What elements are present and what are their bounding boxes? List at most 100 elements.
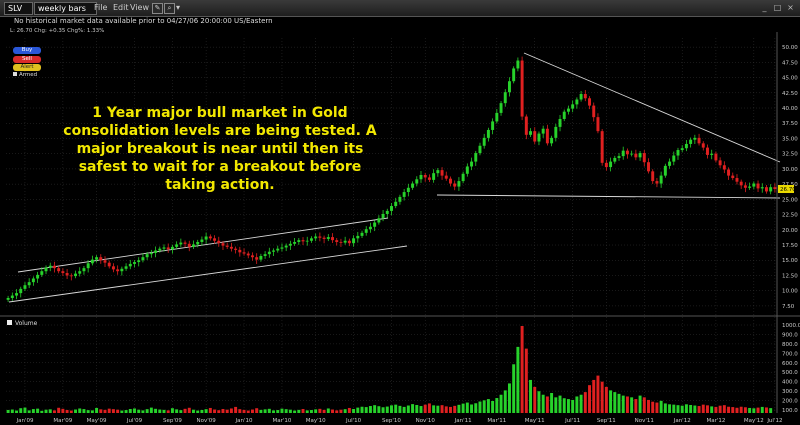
candle — [364, 229, 368, 233]
volume-bar — [486, 399, 490, 413]
candle — [86, 263, 90, 269]
candle — [90, 259, 94, 264]
candle — [208, 236, 212, 239]
volume-bar — [128, 408, 132, 413]
candle — [103, 260, 107, 263]
zoom-icon[interactable]: ⌕ — [164, 3, 175, 14]
volume-bar — [621, 395, 625, 413]
candle — [179, 242, 183, 245]
candle — [95, 257, 99, 260]
candle — [6, 297, 10, 300]
volume-bar — [242, 409, 246, 413]
buy-button[interactable]: Buy — [13, 47, 41, 54]
volume-bar — [731, 407, 735, 413]
candle — [461, 173, 465, 182]
candle — [516, 60, 520, 69]
volume-bar — [297, 409, 301, 413]
volume-bar — [200, 409, 204, 413]
candle — [566, 108, 570, 112]
candle — [347, 240, 351, 244]
volume-bar — [419, 406, 423, 413]
y-tick-label: 35.00 — [782, 136, 798, 142]
volume-bar — [183, 408, 187, 413]
minimize-button[interactable]: _ — [762, 3, 767, 12]
x-tick-label: Mar'10 — [273, 418, 292, 424]
candle — [402, 192, 406, 197]
x-tick-label: Mar'09 — [53, 418, 72, 424]
volume-bar — [162, 409, 166, 413]
candle — [735, 178, 739, 182]
candle — [752, 183, 756, 187]
candle — [659, 175, 663, 184]
y-tick-label: 37.50 — [782, 121, 798, 127]
candle — [647, 162, 650, 172]
candle — [238, 249, 242, 253]
volume-bar — [107, 408, 111, 413]
volume-bar — [617, 393, 621, 413]
descending-resistance-line — [523, 52, 781, 163]
candle — [373, 222, 377, 227]
maximize-button[interactable]: □ — [773, 3, 782, 12]
candle — [27, 282, 31, 286]
volume-bar — [69, 410, 73, 413]
volume-bar — [672, 404, 676, 413]
volume-bar — [398, 405, 402, 413]
x-tick-label: May'10 — [306, 418, 326, 424]
candle — [280, 247, 284, 249]
candle — [718, 160, 722, 166]
volume-bar — [288, 409, 292, 413]
volume-bar — [402, 406, 406, 413]
y-tick-label: 40.00 — [782, 106, 798, 112]
dropdown-arrow-icon[interactable]: ▾ — [176, 3, 181, 12]
volume-bar — [512, 364, 516, 413]
candle — [638, 153, 642, 158]
interval-dropdown[interactable]: weekly bars — [34, 2, 97, 15]
candle — [592, 105, 596, 118]
candle — [604, 162, 608, 168]
volume-bar — [137, 409, 141, 413]
volume-bar — [470, 404, 474, 413]
volume-bar — [250, 409, 254, 413]
y-tick-label: 20.00 — [782, 228, 798, 234]
candle — [360, 232, 364, 236]
volume-bar — [179, 410, 183, 413]
candle — [588, 98, 591, 106]
close-button[interactable]: × — [787, 3, 794, 12]
candle — [756, 183, 760, 189]
menu-view[interactable]: View — [130, 3, 149, 12]
candle — [52, 265, 56, 269]
menu-file[interactable]: File — [94, 3, 108, 12]
candle — [69, 275, 73, 277]
volume-bar — [444, 406, 448, 413]
candle — [507, 81, 511, 93]
draw-icon[interactable]: ✎ — [152, 3, 163, 14]
candle — [288, 243, 292, 246]
armed-checkbox[interactable]: Armed — [13, 72, 37, 78]
y-tick-label: 30.00 — [782, 167, 798, 173]
volume-bar — [284, 409, 288, 413]
volume-bar — [562, 398, 566, 413]
candle — [630, 153, 634, 155]
volume-bar — [630, 397, 634, 413]
volume-bar — [364, 407, 368, 413]
volume-bar — [335, 410, 339, 413]
volume-bar — [124, 410, 128, 413]
volume-bar — [154, 408, 158, 413]
volume-bar — [579, 394, 583, 413]
volume-bar — [499, 394, 503, 413]
alert-button[interactable]: Alert — [13, 64, 41, 71]
symbol-field[interactable]: SLV — [4, 2, 34, 15]
volume-bar — [352, 408, 356, 413]
sell-button[interactable]: Sell — [13, 56, 41, 63]
menu-edit[interactable]: Edit — [113, 3, 129, 12]
volume-bar — [524, 348, 528, 413]
y-tick-label: 47.50 — [782, 60, 798, 66]
candle — [710, 153, 714, 155]
volume-bar — [655, 402, 659, 413]
candle — [183, 242, 187, 244]
volume-bar — [722, 405, 726, 413]
volume-bar — [516, 346, 520, 413]
volume-bar — [95, 407, 99, 413]
support-line — [436, 194, 781, 199]
